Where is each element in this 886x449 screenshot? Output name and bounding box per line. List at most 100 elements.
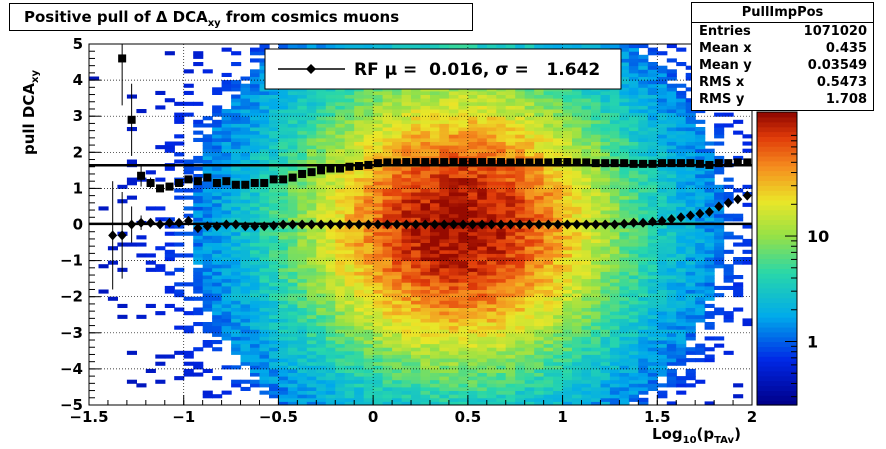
heatmap-cell <box>666 105 677 110</box>
heatmap-cell <box>344 278 355 283</box>
heatmap-cell <box>193 361 204 366</box>
heatmap-cell <box>581 394 592 399</box>
heatmap-cell <box>240 354 251 359</box>
heatmap-cell <box>411 307 422 312</box>
heatmap-cell <box>458 267 469 272</box>
heatmap-cell <box>534 166 545 171</box>
heatmap-cell <box>363 325 374 330</box>
heatmap-cell <box>638 350 649 355</box>
heatmap-cell <box>221 390 232 395</box>
heatmap-cell <box>496 101 507 106</box>
heatmap-cell <box>373 386 384 391</box>
heatmap-cell <box>221 72 232 77</box>
heatmap-cell <box>534 253 545 258</box>
heatmap-cell <box>515 109 526 114</box>
heatmap-cell <box>250 340 261 345</box>
heatmap-cell <box>657 267 668 272</box>
heatmap-cell <box>439 379 450 384</box>
heatmap-cell <box>676 361 687 366</box>
heatmap-cell <box>515 275 526 280</box>
heatmap-cell <box>259 376 270 381</box>
heatmap-cell <box>609 166 620 171</box>
heatmap-cell <box>287 347 298 352</box>
heatmap-cell <box>373 282 384 287</box>
heatmap-cell <box>174 112 185 117</box>
heatmap-cell <box>193 278 204 283</box>
heatmap-cell <box>458 119 469 124</box>
heatmap-cell <box>392 246 403 251</box>
heatmap-cell <box>581 350 592 355</box>
heatmap-cell <box>250 264 261 269</box>
heatmap-cell <box>297 314 308 319</box>
heatmap-cell <box>676 336 687 341</box>
heatmap-cell <box>647 123 658 128</box>
heatmap-cell <box>458 318 469 323</box>
heatmap-cell <box>534 300 545 305</box>
heatmap-cell <box>325 372 336 377</box>
heatmap-cell <box>609 293 620 298</box>
heatmap-cell <box>401 217 412 222</box>
heatmap-cell <box>638 98 649 103</box>
heatmap-cell <box>297 130 308 135</box>
heatmap-cell <box>477 213 488 218</box>
heatmap-cell <box>572 152 583 157</box>
heatmap-cell <box>420 314 431 319</box>
heatmap-cell <box>354 383 365 388</box>
heatmap-cell <box>373 394 384 399</box>
heatmap-cell <box>373 210 384 215</box>
heatmap-cell <box>496 397 507 402</box>
heatmap-cell <box>269 368 280 373</box>
heatmap-cell <box>553 307 564 312</box>
heatmap-cell <box>666 72 677 77</box>
heatmap-cell <box>344 303 355 308</box>
heatmap-cell <box>430 350 441 355</box>
heatmap-cell <box>448 358 459 363</box>
heatmap-cell <box>420 217 431 222</box>
heatmap-cell <box>666 181 677 186</box>
heatmap-cell <box>553 246 564 251</box>
heatmap-cell <box>269 166 280 171</box>
heatmap-cell <box>401 260 412 265</box>
heatmap-cell <box>420 188 431 193</box>
heatmap-cell <box>628 390 639 395</box>
heatmap-cell <box>335 116 346 121</box>
heatmap-cell <box>448 105 459 110</box>
heatmap-cell <box>306 210 317 215</box>
heatmap-cell <box>250 296 261 301</box>
heatmap-cell <box>392 289 403 294</box>
heatmap-cell <box>638 62 649 67</box>
heatmap-cell <box>553 101 564 106</box>
heatmap-cell <box>344 152 355 157</box>
heatmap-cell <box>155 354 166 359</box>
heatmap-cell <box>269 372 280 377</box>
heatmap-cell <box>647 354 658 359</box>
heatmap-cell <box>600 206 611 211</box>
heatmap-cell <box>354 285 365 290</box>
heatmap-cell <box>259 336 270 341</box>
heatmap-cell <box>467 152 478 157</box>
heatmap-cell <box>619 51 630 56</box>
heatmap-cell <box>534 141 545 146</box>
heatmap-cell <box>325 155 336 160</box>
heatmap-cell <box>420 123 431 128</box>
heatmap-cell <box>344 365 355 370</box>
heatmap-cell <box>553 109 564 114</box>
heatmap-cell <box>666 166 677 171</box>
heatmap-cell <box>335 275 346 280</box>
heatmap-cell <box>202 249 213 254</box>
heatmap-cell <box>335 257 346 262</box>
heatmap-cell <box>212 325 223 330</box>
heatmap-cell <box>373 137 384 142</box>
heatmap-cell <box>344 188 355 193</box>
heatmap-cell <box>297 253 308 258</box>
heatmap-cell <box>221 166 232 171</box>
heatmap-cell <box>647 188 658 193</box>
heatmap-cell <box>666 90 677 95</box>
heatmap-cell <box>657 322 668 327</box>
heatmap-cell <box>259 257 270 262</box>
heatmap-cell <box>240 210 251 215</box>
heatmap-cell <box>600 123 611 128</box>
heatmap-cell <box>524 228 535 233</box>
heatmap-cell <box>477 181 488 186</box>
heatmap-cell <box>316 98 327 103</box>
